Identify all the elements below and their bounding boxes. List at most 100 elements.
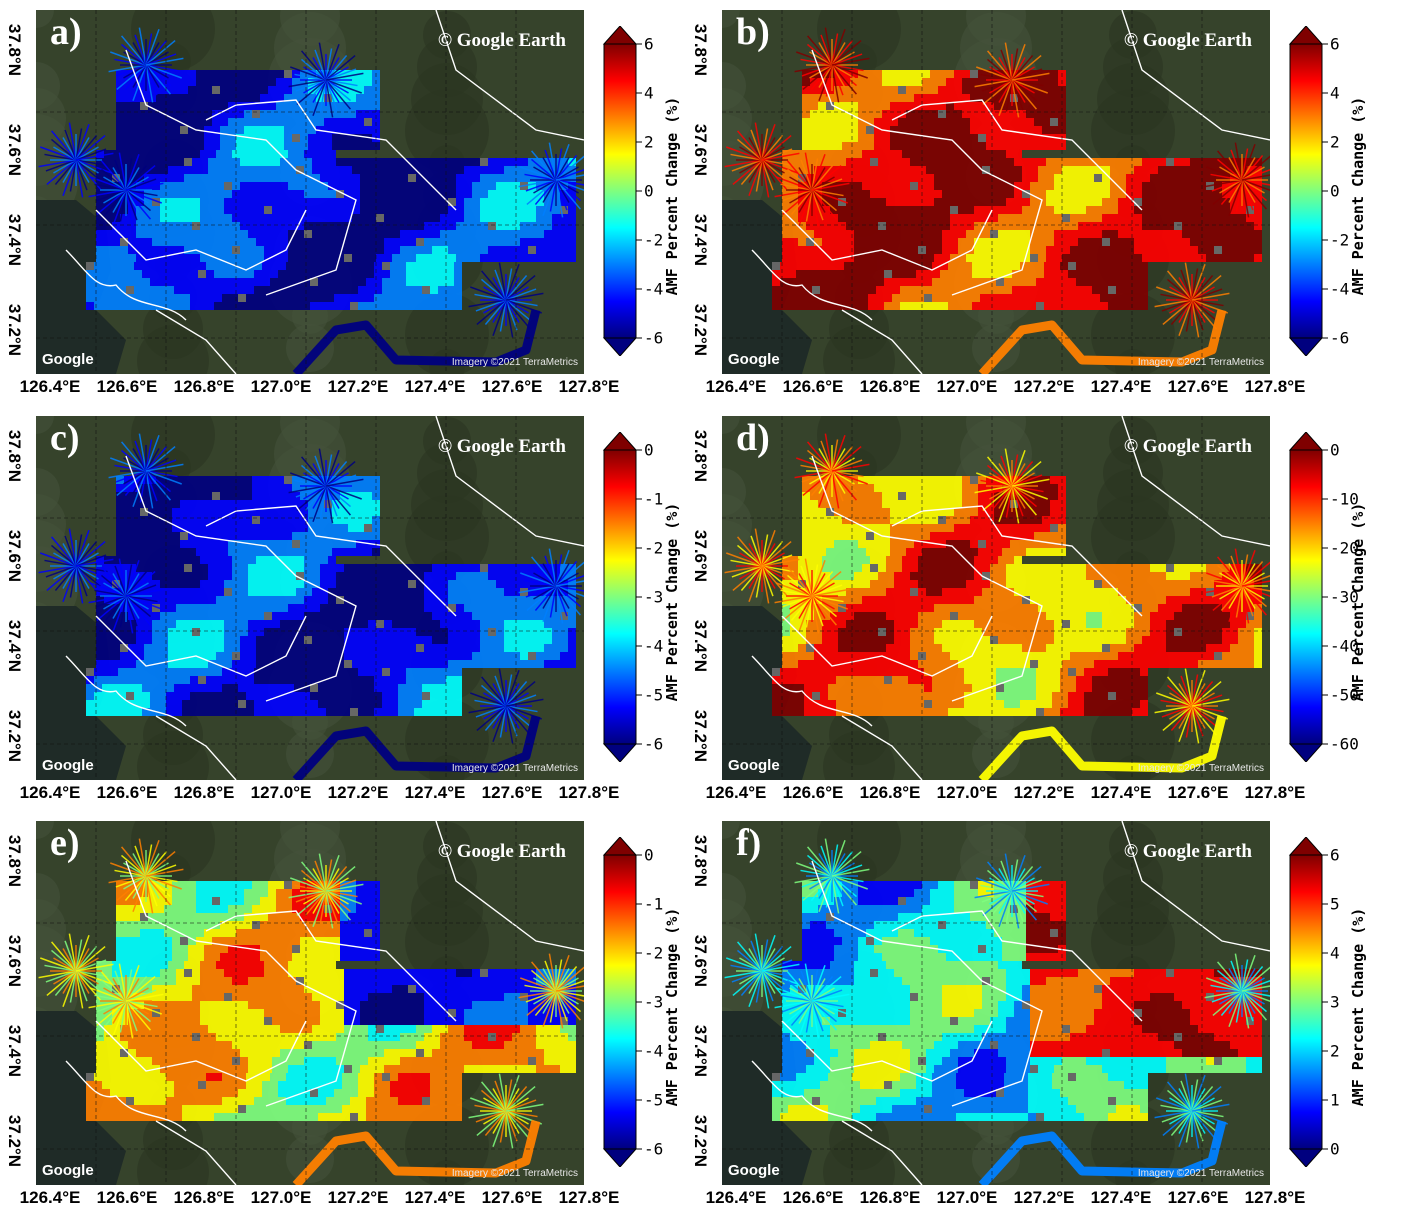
amf-cell xyxy=(902,198,910,206)
amf-cell xyxy=(1108,286,1116,294)
amf-cell xyxy=(296,190,304,198)
amf-cell xyxy=(1052,278,1060,286)
amf-cell xyxy=(238,286,246,294)
amf-cell xyxy=(958,174,966,182)
amf-cell xyxy=(352,636,360,644)
amf-cell xyxy=(1036,270,1044,278)
amf-cell xyxy=(164,126,172,134)
amf-cell xyxy=(340,118,348,126)
amf-cell xyxy=(982,230,990,238)
amf-cell xyxy=(128,150,136,158)
amf-cell xyxy=(116,508,124,516)
amf-cell xyxy=(244,94,252,102)
amf-cell xyxy=(392,620,400,628)
amf-cell xyxy=(200,612,208,620)
amf-cell xyxy=(414,684,422,692)
amf-cell xyxy=(1070,190,1078,198)
amf-cell xyxy=(296,580,304,588)
amf-cell xyxy=(846,214,854,222)
amf-cell xyxy=(416,246,424,254)
amf-cell xyxy=(552,660,560,668)
amf-cell xyxy=(248,166,256,174)
amf-cell xyxy=(950,246,958,254)
amf-cell xyxy=(86,294,94,302)
amf-cell xyxy=(1076,302,1084,310)
amf-cell xyxy=(368,206,376,214)
amf-cell xyxy=(384,588,392,596)
amf-cell xyxy=(950,150,958,158)
amf-cell xyxy=(520,644,528,652)
amf-cell xyxy=(1142,190,1150,198)
amf-cell xyxy=(158,286,166,294)
amf-cell xyxy=(368,612,376,620)
amf-cell xyxy=(272,206,280,214)
amf-cell xyxy=(192,612,200,620)
amf-cell xyxy=(552,628,560,636)
amf-cell xyxy=(544,644,552,652)
amf-cell xyxy=(174,270,182,278)
amf-cell xyxy=(408,166,416,174)
amf-cell xyxy=(260,110,268,118)
amf-cell xyxy=(160,238,168,246)
amf-cell xyxy=(212,78,220,86)
amf-cell xyxy=(94,692,102,700)
amf-cell xyxy=(182,684,190,692)
amf-cell xyxy=(272,556,280,564)
amf-cell xyxy=(464,628,472,636)
amf-cell xyxy=(340,548,348,556)
amf-cell xyxy=(544,620,552,628)
latitude-label: 37.2°N xyxy=(688,290,712,370)
amf-cell xyxy=(270,676,278,684)
amf-cell xyxy=(256,166,264,174)
amf-cell xyxy=(838,158,846,166)
amf-cell xyxy=(472,580,480,588)
amf-cell xyxy=(1070,198,1078,206)
amf-cell xyxy=(300,142,308,150)
amf-cell xyxy=(140,134,148,142)
amf-cell xyxy=(414,278,422,286)
amf-cell xyxy=(1076,294,1084,302)
amf-cell xyxy=(520,238,528,246)
amf-cell xyxy=(184,214,192,222)
amf-cell xyxy=(1124,262,1132,270)
amf-cell xyxy=(876,286,884,294)
amf-cell xyxy=(126,708,134,716)
amf-cell xyxy=(414,676,422,684)
amf-cell xyxy=(286,700,294,708)
amf-cell xyxy=(356,118,364,126)
amf-cell xyxy=(328,556,336,564)
amf-cell xyxy=(796,270,804,278)
amf-cell xyxy=(422,676,430,684)
amf-cell xyxy=(520,214,528,222)
amf-cell xyxy=(782,246,790,254)
amf-cell xyxy=(112,238,120,246)
amf-cell xyxy=(296,174,304,182)
amf-cell xyxy=(456,174,464,182)
amf-cell xyxy=(914,126,922,134)
amf-cell xyxy=(246,286,254,294)
amf-cell xyxy=(966,158,974,166)
amf-cell xyxy=(806,230,814,238)
amf-cell xyxy=(206,270,214,278)
amf-cell xyxy=(140,524,148,532)
amf-cell xyxy=(1034,118,1042,126)
amf-cell xyxy=(1014,166,1022,174)
amf-cell xyxy=(916,278,924,286)
amf-cell xyxy=(858,110,866,118)
amf-cell xyxy=(264,588,272,596)
amf-cell xyxy=(102,700,110,708)
amf-cell xyxy=(424,588,432,596)
amf-cell xyxy=(1078,182,1086,190)
amf-cell xyxy=(1238,206,1246,214)
amf-cell xyxy=(788,286,796,294)
amf-cell xyxy=(440,636,448,644)
amf-cell xyxy=(416,564,424,572)
amf-cell xyxy=(182,270,190,278)
amf-cell xyxy=(124,142,132,150)
amf-cell xyxy=(424,246,432,254)
amf-cell xyxy=(958,238,966,246)
amf-cell xyxy=(224,636,232,644)
amf-cell xyxy=(188,94,196,102)
amf-cell xyxy=(288,214,296,222)
amf-cell xyxy=(488,588,496,596)
